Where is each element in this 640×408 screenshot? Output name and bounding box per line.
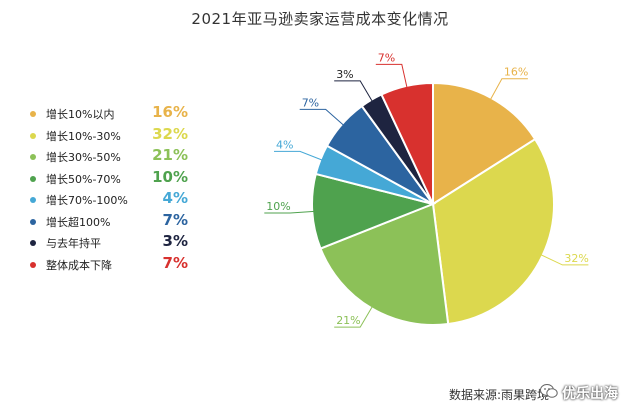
leader-line xyxy=(538,253,589,266)
legend-label: 与去年持平 xyxy=(46,237,101,250)
legend-label: 增长10%-30% xyxy=(46,129,121,143)
legend-value: 21% xyxy=(152,146,188,164)
leader-line xyxy=(299,108,346,127)
legend-label: 整体成本下降 xyxy=(46,258,112,272)
leader-line xyxy=(264,210,317,214)
legend-value: 7% xyxy=(162,253,188,272)
slice-label: 16% xyxy=(504,66,528,79)
legend-item: 整体成本下降 7% xyxy=(30,253,200,277)
legend-item: 增长10%以内 16% xyxy=(30,103,200,126)
slice-label: 3% xyxy=(336,68,353,81)
brand-text: 优乐出海 xyxy=(562,386,618,402)
pie-chart: 16% 32% 21% 10% 4% 7% 3% 7% xyxy=(264,51,589,328)
legend-value: 4% xyxy=(162,189,188,207)
legend-swatch xyxy=(30,240,36,246)
slice-label: 10% xyxy=(266,200,290,213)
source-text: 数据来源:雨果跨境 xyxy=(449,388,550,402)
legend-swatch xyxy=(30,218,36,225)
legend-item: 增长30%-50% 21% xyxy=(30,146,200,169)
chart-legend: 增长10%以内 16% 增长10%-30% 32% 增长30%-50% 21% 增长50%-… xyxy=(30,103,200,277)
legend-swatch xyxy=(30,132,36,139)
legend-swatch xyxy=(30,175,36,182)
legend-item: 增长超100% 7% xyxy=(30,210,200,234)
chart-title: 2021年亚马逊卖家运营成本变化情况 xyxy=(191,10,449,28)
legend-swatch xyxy=(30,111,36,117)
legend-swatch xyxy=(30,154,36,160)
wechat-icon xyxy=(540,384,558,398)
legend-value: 16% xyxy=(152,103,188,121)
legend-label: 增长50%-70% xyxy=(46,172,121,186)
legend-value: 3% xyxy=(162,232,188,250)
legend-value: 32% xyxy=(152,124,188,143)
legend-label: 增长70%-100% xyxy=(46,194,128,207)
slice-label: 32% xyxy=(564,252,588,265)
legend-item: 增长10%-30% 32% xyxy=(30,124,200,148)
legend-label: 增长超100% xyxy=(46,215,111,229)
slice-label: 4% xyxy=(276,138,293,151)
legend-value: 10% xyxy=(152,167,188,186)
leader-line xyxy=(334,80,374,104)
leader-line xyxy=(274,150,325,162)
slice-label: 7% xyxy=(302,96,319,109)
legend-swatch xyxy=(30,261,36,268)
legend-label: 增长10%以内 xyxy=(46,108,115,121)
legend-item: 增长50%-70% 10% xyxy=(30,167,200,191)
slice-label: 7% xyxy=(378,51,395,64)
legend-item: 增长70%-100% 4% xyxy=(30,189,200,212)
legend-swatch xyxy=(30,197,36,203)
leader-line xyxy=(334,304,374,328)
leader-line xyxy=(488,78,528,102)
footer: 数据来源:雨果跨境 优乐出海 xyxy=(0,380,640,408)
legend-label: 增长30%-50% xyxy=(46,151,121,164)
leader-line xyxy=(375,63,408,90)
slice-label: 21% xyxy=(336,314,360,327)
legend-value: 7% xyxy=(162,210,188,229)
legend-item: 与去年持平 3% xyxy=(30,232,200,255)
